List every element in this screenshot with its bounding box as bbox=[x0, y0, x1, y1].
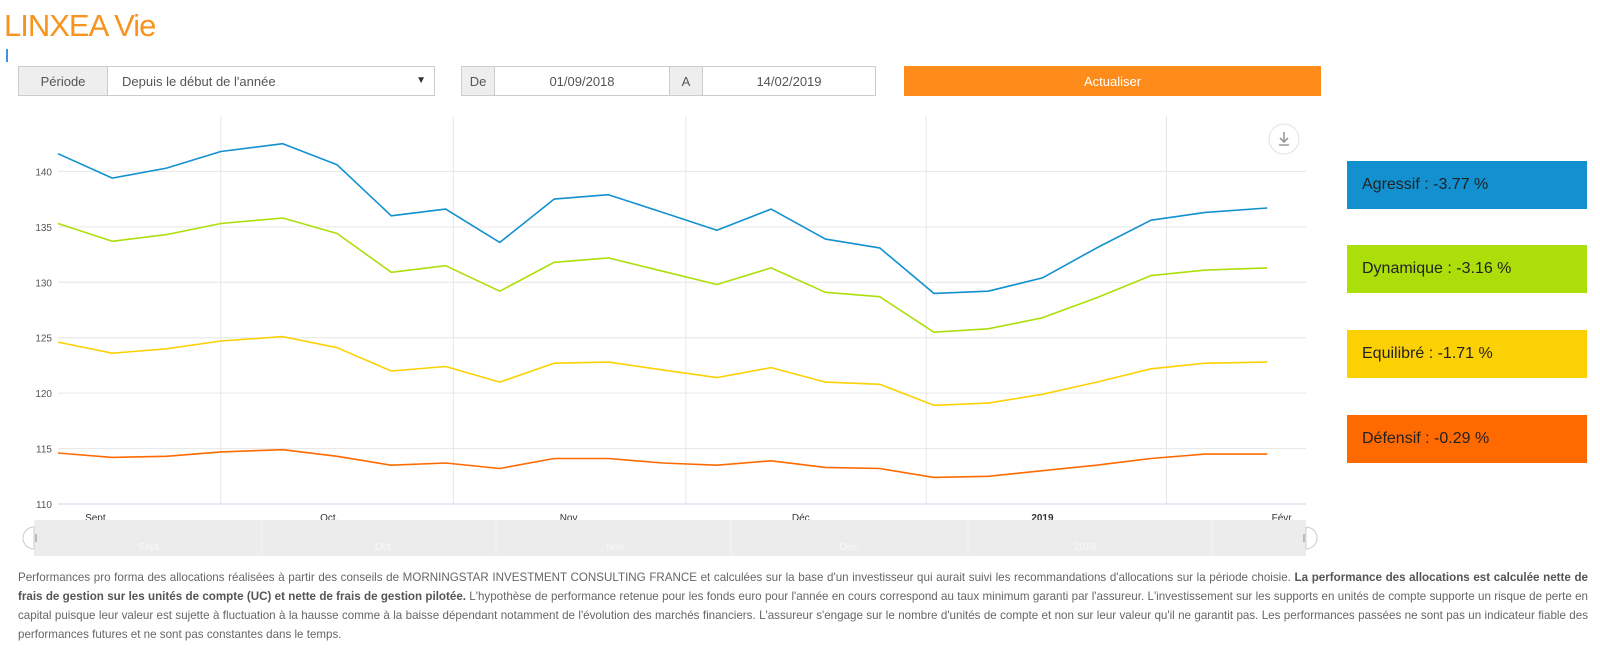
from-label: De bbox=[461, 66, 495, 96]
y-tick-label: 125 bbox=[35, 334, 52, 345]
y-tick-label: 135 bbox=[35, 223, 52, 234]
y-tick-label: 140 bbox=[35, 167, 52, 178]
performance-chart: 110 115 120 125 130 135 140 Sept. Oct. Nov. Déc. 20… bbox=[0, 108, 1320, 560]
y-tick-label: 130 bbox=[35, 278, 52, 289]
y-tick-label: 115 bbox=[36, 445, 52, 456]
navigator-label: Nov. bbox=[606, 542, 626, 553]
series-line-3 bbox=[57, 448, 1268, 479]
chevron-down-icon: ▼ bbox=[416, 75, 426, 86]
disclaimer-part-2: L'hypothèse de performance retenue pour … bbox=[18, 590, 1588, 641]
navigator-label: Oct. bbox=[375, 542, 393, 553]
legend-label-agressif: Agressif : -3.77 % bbox=[1362, 176, 1489, 193]
chart-svg: 110 115 120 125 130 135 140 Sept. Oct. Nov. Déc. 20… bbox=[22, 116, 1318, 556]
download-icon bbox=[1279, 132, 1289, 146]
text-caret bbox=[6, 49, 8, 62]
navigator-label: 2019 bbox=[1074, 542, 1097, 553]
y-tick-label: 110 bbox=[36, 500, 52, 511]
x-tick-label: Sept. bbox=[85, 513, 108, 524]
legend-agressif[interactable]: Agressif : -3.77 % bbox=[1347, 161, 1587, 209]
disclaimer-text: Performances pro forma des allocations r… bbox=[18, 568, 1588, 644]
legend-label-equilibre: Equilibré : -1.71 % bbox=[1362, 345, 1493, 362]
navigator-handle-right[interactable] bbox=[1305, 526, 1318, 550]
page-title: LINXEA Vie bbox=[4, 8, 156, 43]
navigator-label: Sept. bbox=[138, 542, 161, 553]
navigator-label: Déc. bbox=[840, 542, 861, 553]
navigator-strip[interactable] bbox=[34, 520, 1306, 556]
to-label: A bbox=[669, 66, 703, 96]
x-tick-label: 2019 bbox=[1031, 513, 1054, 524]
series-line-2 bbox=[57, 335, 1268, 407]
x-tick-label: Oct. bbox=[320, 513, 338, 524]
period-select-value: Depuis le début de l'année bbox=[122, 73, 276, 89]
legend-equilibre[interactable]: Equilibré : -1.71 % bbox=[1347, 330, 1587, 378]
legend-label-dynamique: Dynamique : -3.16 % bbox=[1362, 260, 1512, 277]
legend-label-defensif: Défensif : -0.29 % bbox=[1362, 430, 1490, 447]
disclaimer-part-1: Performances pro forma des allocations r… bbox=[18, 571, 1295, 584]
x-tick-label: Févr. bbox=[1272, 513, 1294, 524]
period-select[interactable]: Depuis le début de l'année ▼ bbox=[107, 66, 435, 96]
legend-dynamique[interactable]: Dynamique : -3.16 % bbox=[1347, 245, 1587, 293]
disclaimer-bold: La performance des allocations est calcu… bbox=[18, 571, 1588, 603]
update-button[interactable]: Actualiser bbox=[904, 66, 1321, 96]
series-line-0 bbox=[57, 142, 1268, 295]
from-date-input[interactable]: 01/09/2018 bbox=[494, 66, 670, 96]
x-tick-label: Nov. bbox=[560, 513, 580, 524]
period-label: Période bbox=[18, 66, 108, 96]
y-tick-label: 120 bbox=[35, 389, 52, 400]
to-date-input[interactable]: 14/02/2019 bbox=[702, 66, 876, 96]
x-tick-label: Déc. bbox=[792, 513, 813, 524]
navigator-handle-left[interactable] bbox=[22, 526, 35, 550]
legend-defensif[interactable]: Défensif : -0.29 % bbox=[1347, 415, 1587, 463]
series-line-1 bbox=[57, 217, 1268, 333]
